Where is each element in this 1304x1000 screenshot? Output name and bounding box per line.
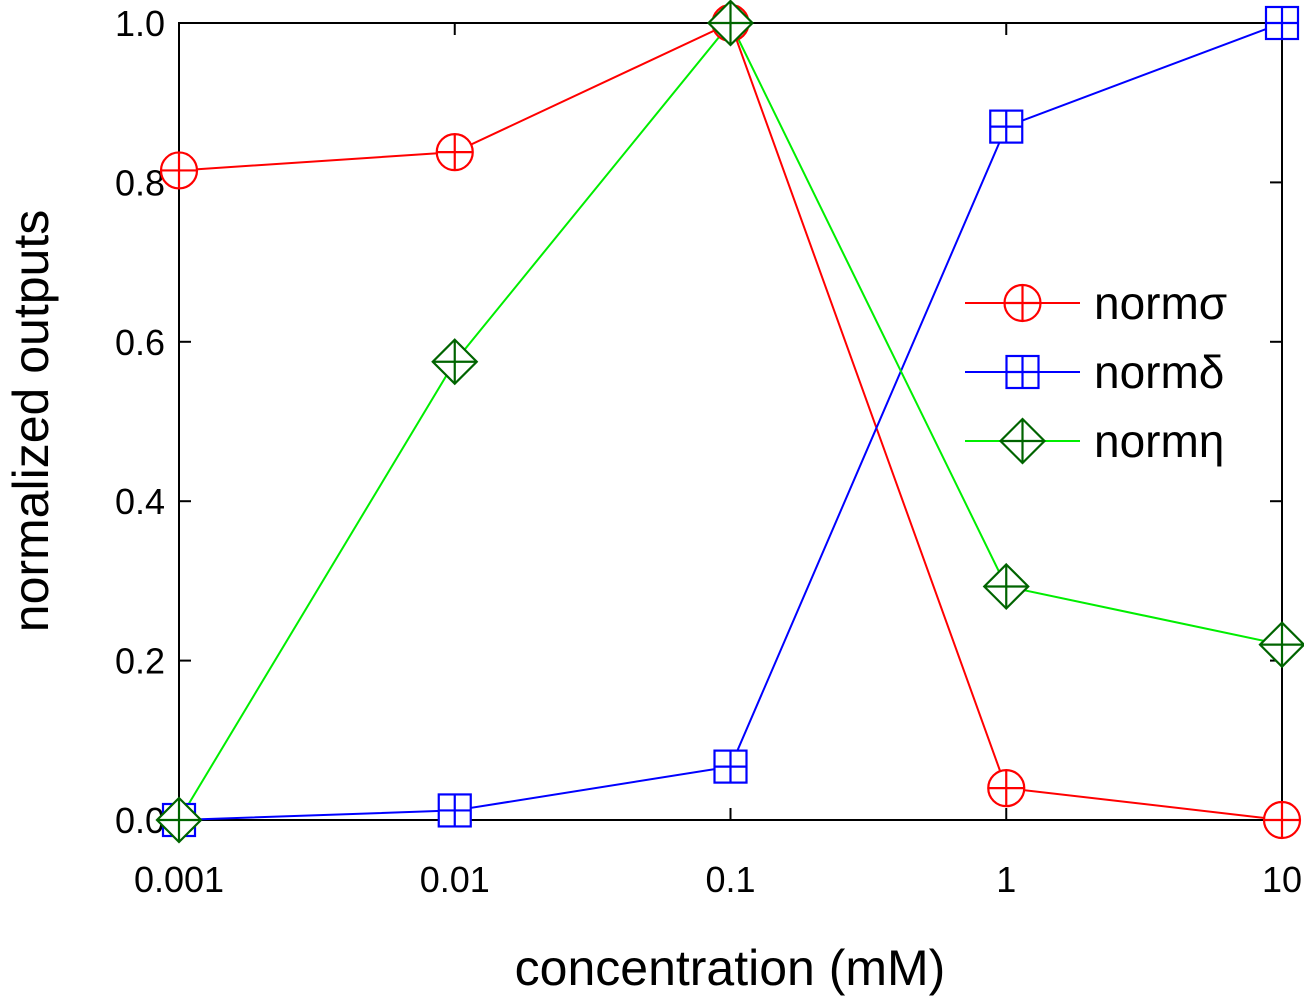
legend-marker	[1005, 354, 1040, 390]
data-point	[1262, 800, 1302, 840]
legend-item: normσ	[965, 277, 1227, 329]
data-point	[435, 133, 474, 172]
y-axis-ticks: 0.00.20.40.60.81.0	[115, 3, 1282, 841]
data-point	[431, 338, 479, 386]
data-point	[437, 793, 472, 828]
data-point	[987, 769, 1026, 808]
data-point	[159, 151, 199, 190]
data-point	[989, 109, 1024, 144]
series-markers	[155, 0, 1304, 844]
y-tick-label: 1.0	[115, 3, 165, 44]
legend-label: normη	[1094, 415, 1224, 467]
legend-item: normη	[965, 415, 1224, 467]
x-tick-label: 10	[1262, 859, 1302, 900]
legend-label: normδ	[1094, 346, 1224, 398]
data-point	[1264, 5, 1300, 41]
legend-marker	[1003, 283, 1042, 323]
legend-item: normδ	[965, 346, 1224, 398]
y-axis-title: normalized outputs	[3, 210, 59, 632]
legend-label: normσ	[1094, 277, 1227, 329]
data-point	[706, 0, 755, 47]
x-tick-label: 0.1	[705, 859, 755, 900]
y-tick-label: 0.6	[115, 322, 165, 363]
data-point	[982, 562, 1030, 611]
y-tick-label: 0.8	[115, 162, 165, 203]
data-point	[713, 749, 748, 784]
y-tick-label: 0.2	[115, 641, 165, 682]
data-point	[1258, 621, 1304, 669]
x-axis-title: concentration (mM)	[515, 940, 946, 996]
x-tick-label: 0.001	[134, 859, 224, 900]
data-point	[155, 796, 203, 844]
x-axis-ticks: 0.001 0.01 0.1 1 10	[134, 23, 1302, 900]
legend: normσ normδ normη	[965, 277, 1227, 467]
legend-marker	[998, 417, 1047, 465]
y-tick-label: 0.4	[115, 481, 165, 522]
x-tick-label: 0.01	[420, 859, 490, 900]
x-tick-label: 1	[996, 859, 1016, 900]
